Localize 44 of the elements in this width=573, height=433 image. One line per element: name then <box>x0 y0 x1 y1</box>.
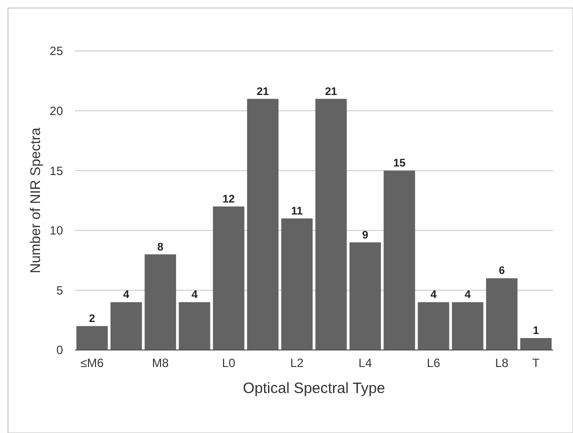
data-label: 6 <box>498 265 505 278</box>
data-label: 4 <box>430 289 438 302</box>
data-label: 21 <box>256 86 269 98</box>
data-label: 9 <box>362 229 368 242</box>
x-tick-label: L0 <box>222 356 236 370</box>
y-axis-title: Number of NIR Spectra <box>27 128 43 274</box>
bar <box>418 302 450 350</box>
bar <box>247 98 278 350</box>
x-tick-label: L2 <box>290 356 304 370</box>
y-tick-label: 0 <box>56 343 64 358</box>
y-tick-label: 25 <box>50 44 64 58</box>
data-label: 8 <box>157 241 164 254</box>
y-tick-label: 5 <box>56 283 64 298</box>
data-label: 2 <box>89 313 96 326</box>
x-tick-label: L6 <box>426 356 440 370</box>
x-axis-title: Optical Spectral Type <box>242 380 386 397</box>
y-tick-label: 15 <box>50 164 64 178</box>
data-label: 4 <box>191 289 198 302</box>
x-tick-label: L4 <box>358 356 372 370</box>
bar <box>315 98 347 350</box>
bar <box>350 242 381 350</box>
data-label: 21 <box>324 86 338 98</box>
data-label: 11 <box>291 205 303 218</box>
bar <box>144 254 176 350</box>
x-tick-label: ≤M6 <box>80 356 104 370</box>
bar <box>76 326 108 350</box>
bar <box>452 302 484 350</box>
data-label: 12 <box>222 193 235 206</box>
y-tick-label: 10 <box>50 224 64 238</box>
bar <box>520 338 552 350</box>
bar <box>384 170 416 350</box>
data-label: 4 <box>123 289 130 302</box>
bar <box>178 302 210 350</box>
x-tick-label: M8 <box>152 356 170 370</box>
bar <box>110 302 142 350</box>
data-label: 4 <box>464 289 472 302</box>
x-tick-label: T <box>532 356 540 370</box>
data-label: 1 <box>532 325 539 338</box>
x-tick-label: L8 <box>495 356 509 370</box>
data-label: 15 <box>393 158 406 170</box>
bar <box>281 218 313 350</box>
bar <box>486 278 518 350</box>
bar <box>212 206 244 350</box>
y-tick-label: 20 <box>50 104 64 118</box>
